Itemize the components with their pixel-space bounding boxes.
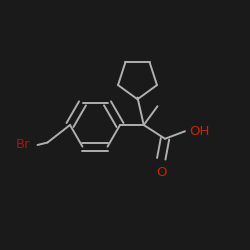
Text: Br: Br bbox=[16, 138, 30, 151]
Text: O: O bbox=[156, 166, 166, 179]
Text: OH: OH bbox=[189, 125, 209, 138]
